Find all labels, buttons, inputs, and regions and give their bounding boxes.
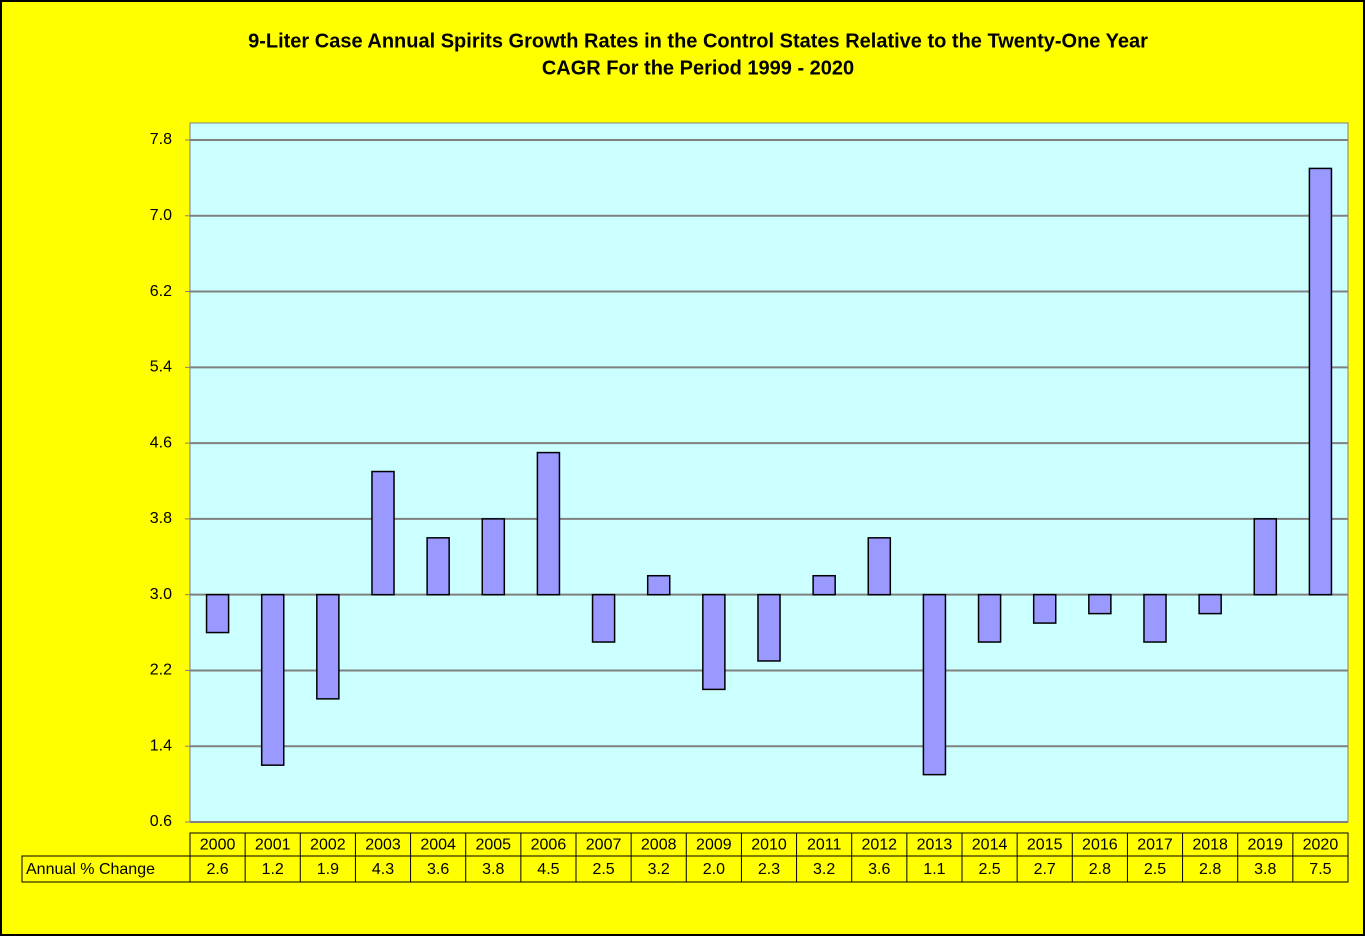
y-tick-label: 3.0 [150, 586, 172, 603]
data-label: 2.6 [206, 861, 228, 878]
bar [205, 593, 230, 634]
bar [1088, 593, 1112, 615]
x-tick-label: 2000 [200, 837, 236, 854]
data-label: 2.7 [1034, 861, 1056, 878]
data-label: 3.6 [868, 861, 890, 878]
bar [316, 593, 340, 700]
data-label: 2.5 [592, 861, 614, 878]
x-tick-label: 2012 [861, 837, 897, 854]
x-tick-label: 2006 [531, 837, 567, 854]
chart-subtitle: CAGR For the Period 1999 - 2020 [542, 57, 854, 79]
data-label: 4.5 [537, 861, 559, 878]
x-tick-label: 2007 [586, 837, 622, 854]
data-table: Annual % Change 2.6 1.2 1.9 4.3 3.6 3.8 4.5 2.5 3… [21, 832, 1349, 883]
bar [591, 593, 616, 643]
x-tick-label: 2018 [1192, 837, 1228, 854]
y-tick-label: 7.8 [150, 131, 172, 148]
bar [702, 593, 726, 691]
x-tick-label: 2020 [1303, 837, 1339, 854]
data-label: 3.6 [427, 861, 449, 878]
bar [260, 593, 285, 766]
chart-title: 9-Liter Case Annual Spirits Growth Rates… [248, 30, 1148, 52]
bar [1253, 518, 1278, 596]
data-label: 2.8 [1199, 861, 1221, 878]
y-tick-label: 6.2 [150, 283, 172, 300]
x-tick-label: 2005 [475, 837, 511, 854]
x-tick-label: 2008 [641, 837, 677, 854]
bar [1032, 593, 1057, 624]
x-tick-label: 2016 [1082, 837, 1118, 854]
y-tick-label: 1.4 [150, 737, 172, 754]
data-label: 1.1 [923, 861, 945, 878]
data-label: 1.2 [262, 861, 284, 878]
x-tick-label: 2017 [1137, 837, 1173, 854]
y-tick-label: 7.0 [150, 207, 172, 224]
y-tick-label: 2.2 [150, 662, 172, 679]
bar [1198, 593, 1222, 615]
bar [481, 518, 506, 596]
bar [426, 537, 450, 596]
data-label: 3.8 [482, 861, 504, 878]
bar [867, 537, 892, 596]
x-tick-label: 2009 [696, 837, 732, 854]
bar [536, 451, 561, 596]
x-tick-label: 2003 [365, 837, 401, 854]
bar [1308, 167, 1333, 596]
data-label: 3.2 [648, 861, 670, 878]
bar [371, 470, 395, 596]
plot-area [189, 122, 1349, 823]
x-tick-label: 2014 [972, 837, 1008, 854]
x-tick-label: 2001 [255, 837, 291, 854]
bars [205, 167, 1333, 776]
bar [646, 574, 671, 596]
bar [922, 593, 947, 776]
bar [812, 574, 836, 596]
data-label: 3.2 [813, 861, 835, 878]
x-tick-label: 2019 [1247, 837, 1283, 854]
x-tick-label: 2010 [751, 837, 787, 854]
data-label: 2.3 [758, 861, 780, 878]
data-label: 2.0 [703, 861, 725, 878]
data-label: 7.5 [1309, 861, 1331, 878]
bar [757, 593, 781, 662]
table-frame [21, 855, 1349, 883]
legend-label: Annual % Change [26, 861, 155, 878]
y-tick-label: 3.8 [150, 510, 172, 527]
y-tick-label: 0.6 [150, 813, 172, 830]
x-tick-label: 2011 [807, 837, 842, 854]
data-label: 4.3 [372, 861, 394, 878]
x-tick-label: 2002 [310, 837, 346, 854]
bar [977, 593, 1002, 643]
x-tick-label: 2004 [420, 837, 456, 854]
data-label: 1.9 [317, 861, 339, 878]
y-tick-label: 5.4 [150, 359, 172, 376]
bar [1143, 593, 1167, 643]
x-tick-label: 2015 [1027, 837, 1063, 854]
data-label: 2.8 [1089, 861, 1111, 878]
data-label: 2.5 [978, 861, 1000, 878]
data-label: 2.5 [1144, 861, 1166, 878]
data-label: 3.8 [1254, 861, 1276, 878]
x-tick-label: 2013 [917, 837, 953, 854]
y-tick-label: 4.6 [150, 434, 172, 451]
